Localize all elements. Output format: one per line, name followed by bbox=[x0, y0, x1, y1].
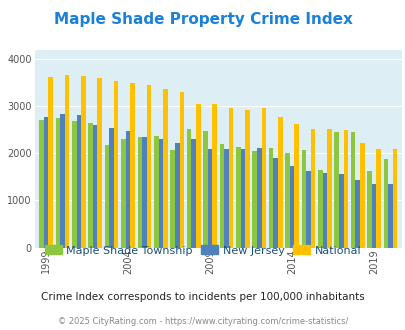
Bar bbox=[305, 171, 310, 248]
Bar bbox=[121, 139, 126, 248]
Bar bbox=[126, 131, 130, 248]
Bar bbox=[175, 143, 179, 248]
Bar bbox=[93, 125, 97, 248]
Bar bbox=[81, 76, 85, 248]
Bar bbox=[104, 145, 109, 248]
Bar bbox=[343, 130, 347, 248]
Bar bbox=[163, 89, 167, 248]
Bar bbox=[60, 114, 64, 248]
Bar bbox=[383, 159, 387, 248]
Bar bbox=[273, 158, 277, 248]
Bar bbox=[245, 110, 249, 248]
Bar bbox=[76, 115, 81, 248]
Text: Crime Index corresponds to incidents per 100,000 inhabitants: Crime Index corresponds to incidents per… bbox=[41, 292, 364, 302]
Bar bbox=[191, 139, 196, 248]
Bar bbox=[350, 132, 354, 248]
Bar bbox=[326, 129, 331, 248]
Bar bbox=[179, 92, 183, 248]
Text: © 2025 CityRating.com - https://www.cityrating.com/crime-statistics/: © 2025 CityRating.com - https://www.city… bbox=[58, 317, 347, 326]
Bar bbox=[277, 117, 282, 248]
Bar bbox=[354, 180, 359, 248]
Bar bbox=[289, 166, 294, 248]
Bar bbox=[114, 81, 118, 248]
Bar bbox=[130, 83, 134, 248]
Bar bbox=[97, 78, 102, 248]
Bar bbox=[196, 104, 200, 248]
Bar bbox=[212, 104, 216, 248]
Bar bbox=[294, 124, 298, 248]
Bar bbox=[228, 108, 233, 248]
Bar bbox=[284, 153, 289, 248]
Bar bbox=[317, 170, 322, 248]
Bar bbox=[64, 75, 69, 248]
Bar bbox=[137, 137, 142, 248]
Bar bbox=[146, 85, 151, 248]
Bar bbox=[338, 174, 343, 248]
Legend: Maple Shade Township, New Jersey, National: Maple Shade Township, New Jersey, Nation… bbox=[40, 241, 364, 260]
Bar bbox=[392, 148, 396, 248]
Bar bbox=[334, 132, 338, 248]
Bar bbox=[44, 117, 48, 248]
Bar bbox=[387, 184, 392, 248]
Bar bbox=[261, 108, 265, 248]
Bar bbox=[170, 150, 175, 248]
Bar bbox=[268, 148, 273, 248]
Bar bbox=[72, 121, 76, 248]
Bar bbox=[142, 137, 146, 248]
Bar bbox=[240, 149, 245, 248]
Bar bbox=[48, 77, 53, 248]
Bar bbox=[256, 148, 261, 248]
Bar bbox=[310, 129, 315, 248]
Bar bbox=[359, 143, 364, 248]
Bar bbox=[109, 128, 114, 248]
Bar bbox=[375, 148, 380, 248]
Bar bbox=[322, 174, 326, 248]
Bar bbox=[202, 131, 207, 248]
Bar bbox=[371, 184, 375, 248]
Bar bbox=[224, 148, 228, 248]
Bar bbox=[219, 144, 224, 248]
Bar bbox=[301, 150, 305, 248]
Bar bbox=[366, 171, 371, 248]
Bar bbox=[252, 151, 256, 248]
Bar bbox=[39, 120, 44, 248]
Bar bbox=[153, 136, 158, 248]
Text: Maple Shade Property Crime Index: Maple Shade Property Crime Index bbox=[53, 12, 352, 26]
Bar bbox=[158, 139, 163, 248]
Bar bbox=[55, 118, 60, 248]
Bar bbox=[186, 129, 191, 248]
Bar bbox=[88, 123, 93, 248]
Bar bbox=[235, 147, 240, 248]
Bar bbox=[207, 149, 212, 248]
